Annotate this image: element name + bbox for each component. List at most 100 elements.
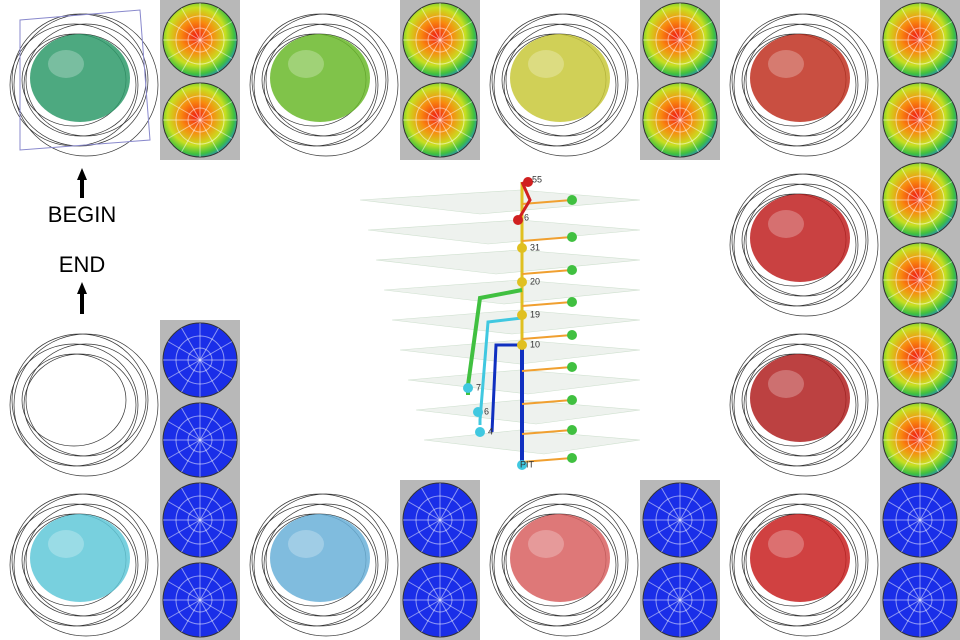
blob [510,514,610,602]
blob-highlight [48,530,84,558]
blob [270,514,370,602]
blob [510,34,610,122]
spoke [679,119,713,139]
spoke [199,519,233,539]
spoke [167,581,201,601]
spoke [439,519,473,539]
spoke [679,21,713,41]
blob-highlight [528,530,564,558]
spoke [181,519,201,553]
spoke [901,439,921,473]
plane [359,189,641,215]
spoke [919,359,953,379]
node [567,330,577,340]
spoke [901,199,921,233]
spoke [679,7,699,41]
spoke [167,359,201,379]
contour [13,493,159,637]
spoke [919,87,939,121]
spoke [199,87,219,121]
spoke [647,39,681,59]
end-label: END [59,252,105,277]
spoke [439,7,459,41]
spoke [919,261,953,281]
render-tile [0,0,160,160]
node-label: 10 [530,339,540,349]
spoke [919,439,939,473]
spoke [887,359,921,379]
cube [19,9,151,151]
spoke [887,421,921,441]
spoke [919,247,939,281]
spoke [199,21,233,41]
spoke [661,39,681,73]
spoke [439,487,459,521]
node [475,427,485,437]
render-tile [240,0,400,160]
spoke [887,39,921,59]
spoke [181,407,201,441]
arrow [77,168,87,180]
spoke [421,87,441,121]
spoke [407,39,441,59]
spoke [901,39,921,73]
spoke [679,39,713,59]
branch [521,366,573,372]
contour [745,23,867,137]
spoke [919,519,939,553]
spoke [887,501,921,521]
spoke [167,599,201,619]
spoke [901,327,921,361]
spoke [901,247,921,281]
spoke [919,279,953,299]
contour [253,13,399,157]
spoke [901,407,921,441]
branch [521,269,573,275]
spoke [199,439,219,473]
spoke [199,599,233,619]
node [567,395,577,405]
node-label: 31 [530,242,540,252]
spoke [167,39,201,59]
blob-highlight [288,50,324,78]
spoke [439,101,473,121]
polar-plot [640,480,720,560]
spoke [901,87,921,121]
polar-plot [160,0,240,80]
spoke [919,199,953,219]
spoke [199,341,233,361]
node [513,215,523,225]
contour [265,23,387,137]
spoke [919,501,953,521]
polar-plot [160,560,240,640]
node-label: PIT [520,459,535,469]
spoke [901,519,921,553]
spoke [661,567,681,601]
contour [25,343,147,457]
spoke [919,7,939,41]
render-tile [720,480,880,640]
contour [493,493,639,637]
render-tile [240,480,400,640]
spoke [887,599,921,619]
spoke [199,599,219,633]
spoke [919,359,939,393]
spoke [199,519,219,553]
contour [733,13,879,157]
contour [505,23,627,137]
plane [391,309,641,335]
spoke [407,101,441,121]
spoke [901,487,921,521]
spoke [679,519,699,553]
spoke [661,487,681,521]
spoke [199,39,233,59]
spoke [661,519,681,553]
polar-plot [400,0,480,80]
spoke [647,119,681,139]
spoke [167,421,201,441]
blob-highlight [528,50,564,78]
spoke [919,119,953,139]
contour [745,343,867,457]
spoke [647,21,681,41]
